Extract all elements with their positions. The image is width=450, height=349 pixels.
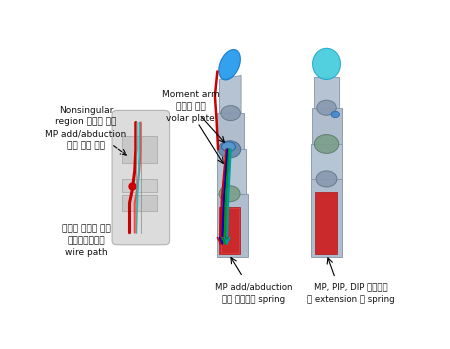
Circle shape — [218, 141, 241, 158]
Circle shape — [219, 186, 240, 202]
Circle shape — [331, 111, 339, 118]
Polygon shape — [314, 77, 339, 108]
Text: 마찰을 최소화 하는
최대회전반경의
wire path: 마찰을 최소화 하는 최대회전반경의 wire path — [62, 224, 110, 257]
Text: Nonsingular
region 확대를 위해
MP add/abduction
관절 각도 변경: Nonsingular region 확대를 위해 MP add/abducti… — [45, 106, 126, 150]
Polygon shape — [311, 179, 342, 257]
Text: MP, PIP, DIP 충격흥수
및 extension 용 spring: MP, PIP, DIP 충격흥수 및 extension 용 spring — [307, 283, 395, 304]
Circle shape — [317, 100, 336, 115]
Ellipse shape — [221, 142, 235, 151]
Bar — [122, 136, 157, 163]
Polygon shape — [217, 113, 244, 149]
Bar — [220, 207, 240, 254]
Ellipse shape — [313, 48, 341, 80]
Circle shape — [316, 171, 337, 187]
Polygon shape — [311, 144, 342, 179]
Polygon shape — [311, 108, 342, 144]
Ellipse shape — [219, 50, 240, 80]
Bar — [122, 179, 157, 192]
Text: Moment arm
확보를 위한
volar plate: Moment arm 확보를 위한 volar plate — [162, 90, 220, 123]
Polygon shape — [220, 75, 241, 113]
FancyBboxPatch shape — [112, 110, 170, 245]
Polygon shape — [217, 149, 246, 194]
Bar — [122, 195, 157, 211]
Bar — [315, 192, 338, 254]
Circle shape — [221, 105, 240, 121]
Polygon shape — [217, 194, 248, 257]
Circle shape — [314, 135, 339, 154]
Text: MP add/abduction
관절 충격흥수 spring: MP add/abduction 관절 충격흥수 spring — [215, 283, 292, 304]
Bar — [220, 208, 238, 253]
